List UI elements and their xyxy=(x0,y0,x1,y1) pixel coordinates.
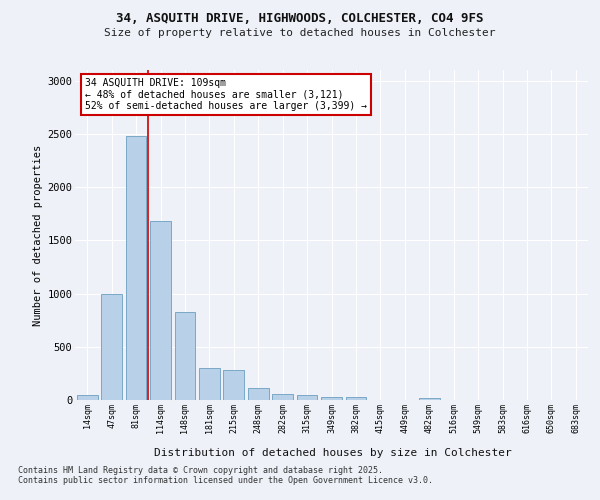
Bar xyxy=(272,394,293,400)
Text: 34 ASQUITH DRIVE: 109sqm
← 48% of detached houses are smaller (3,121)
52% of sem: 34 ASQUITH DRIVE: 109sqm ← 48% of detach… xyxy=(85,78,367,112)
Text: Size of property relative to detached houses in Colchester: Size of property relative to detached ho… xyxy=(104,28,496,38)
Text: Distribution of detached houses by size in Colchester: Distribution of detached houses by size … xyxy=(154,448,512,458)
Bar xyxy=(175,312,196,400)
Bar xyxy=(125,136,146,400)
Bar xyxy=(346,398,367,400)
Text: 34, ASQUITH DRIVE, HIGHWOODS, COLCHESTER, CO4 9FS: 34, ASQUITH DRIVE, HIGHWOODS, COLCHESTER… xyxy=(116,12,484,26)
Y-axis label: Number of detached properties: Number of detached properties xyxy=(33,144,43,326)
Bar xyxy=(101,294,122,400)
Bar xyxy=(77,394,98,400)
Bar xyxy=(419,398,440,400)
Bar xyxy=(321,397,342,400)
Bar xyxy=(199,368,220,400)
Bar xyxy=(150,221,171,400)
Bar xyxy=(223,370,244,400)
Bar xyxy=(296,394,317,400)
Bar xyxy=(248,388,269,400)
Text: Contains HM Land Registry data © Crown copyright and database right 2025.
Contai: Contains HM Land Registry data © Crown c… xyxy=(18,466,433,485)
